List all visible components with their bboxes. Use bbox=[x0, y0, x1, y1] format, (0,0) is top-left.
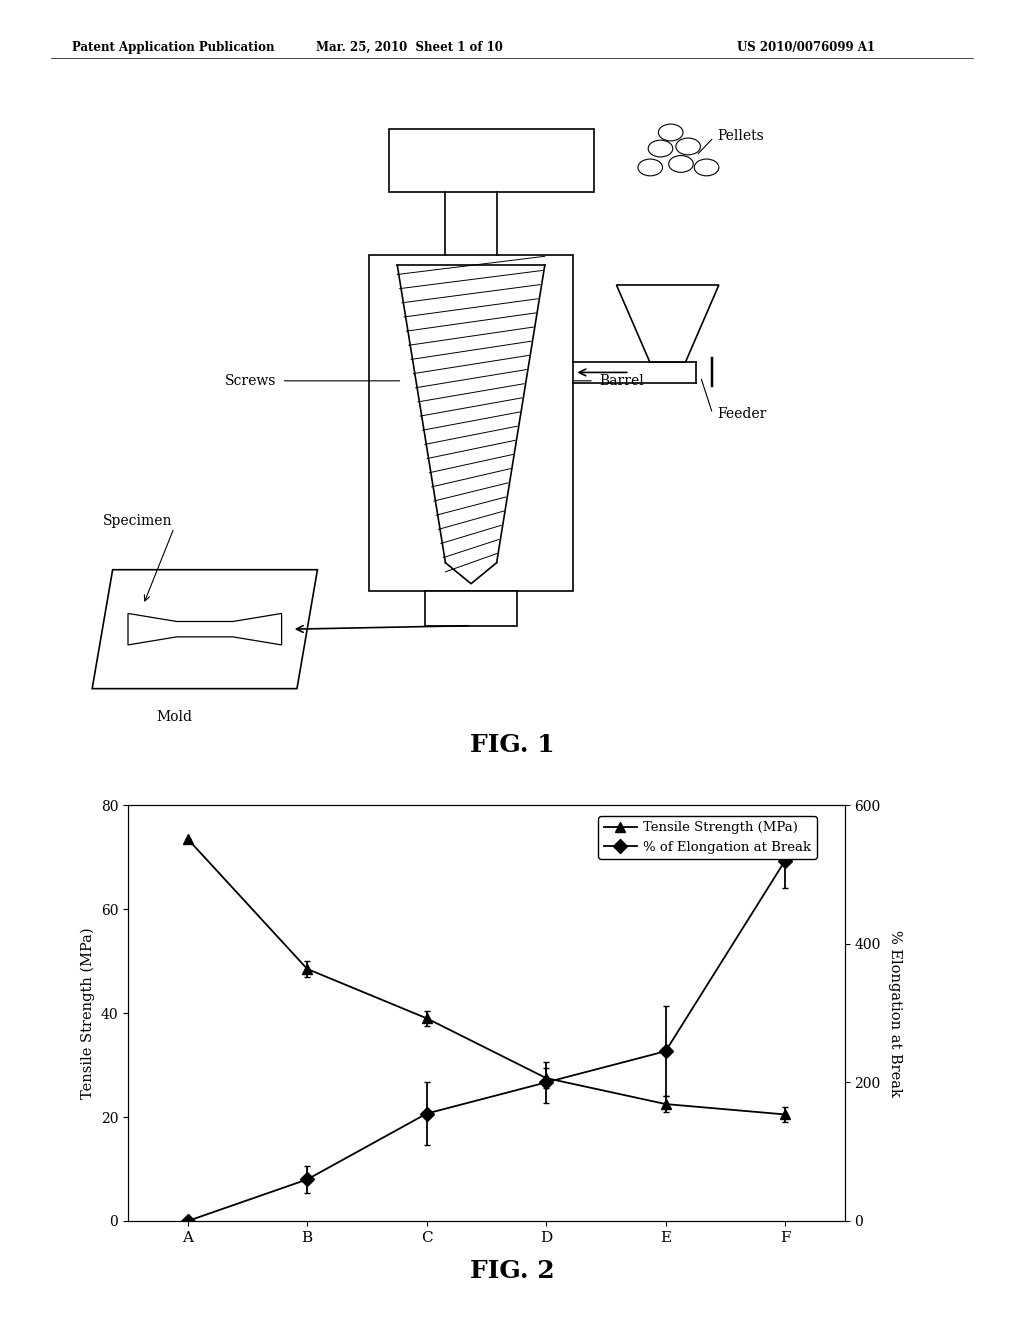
Y-axis label: % Elongation at Break: % Elongation at Break bbox=[888, 929, 902, 1097]
Legend: Tensile Strength (MPa), % of Elongation at Break: Tensile Strength (MPa), % of Elongation … bbox=[598, 816, 817, 859]
Text: Barrel: Barrel bbox=[599, 374, 644, 388]
Polygon shape bbox=[128, 614, 282, 645]
Text: US 2010/0076099 A1: US 2010/0076099 A1 bbox=[737, 41, 876, 54]
Text: Pellets: Pellets bbox=[717, 129, 764, 143]
Text: FIG. 2: FIG. 2 bbox=[470, 1259, 554, 1283]
Polygon shape bbox=[616, 285, 719, 362]
Bar bbox=[369, 255, 573, 591]
Text: Specimen: Specimen bbox=[102, 513, 172, 528]
Text: FIG. 1: FIG. 1 bbox=[470, 733, 554, 756]
Polygon shape bbox=[92, 570, 317, 689]
Text: Mar. 25, 2010  Sheet 1 of 10: Mar. 25, 2010 Sheet 1 of 10 bbox=[316, 41, 503, 54]
Bar bbox=[425, 591, 517, 626]
Text: Mold: Mold bbox=[156, 710, 193, 723]
Bar bbox=[389, 129, 594, 191]
Text: Screws: Screws bbox=[225, 374, 276, 388]
Text: Patent Application Publication: Patent Application Publication bbox=[72, 41, 274, 54]
Text: Feeder: Feeder bbox=[717, 408, 766, 421]
Y-axis label: Tensile Strength (MPa): Tensile Strength (MPa) bbox=[81, 927, 95, 1100]
